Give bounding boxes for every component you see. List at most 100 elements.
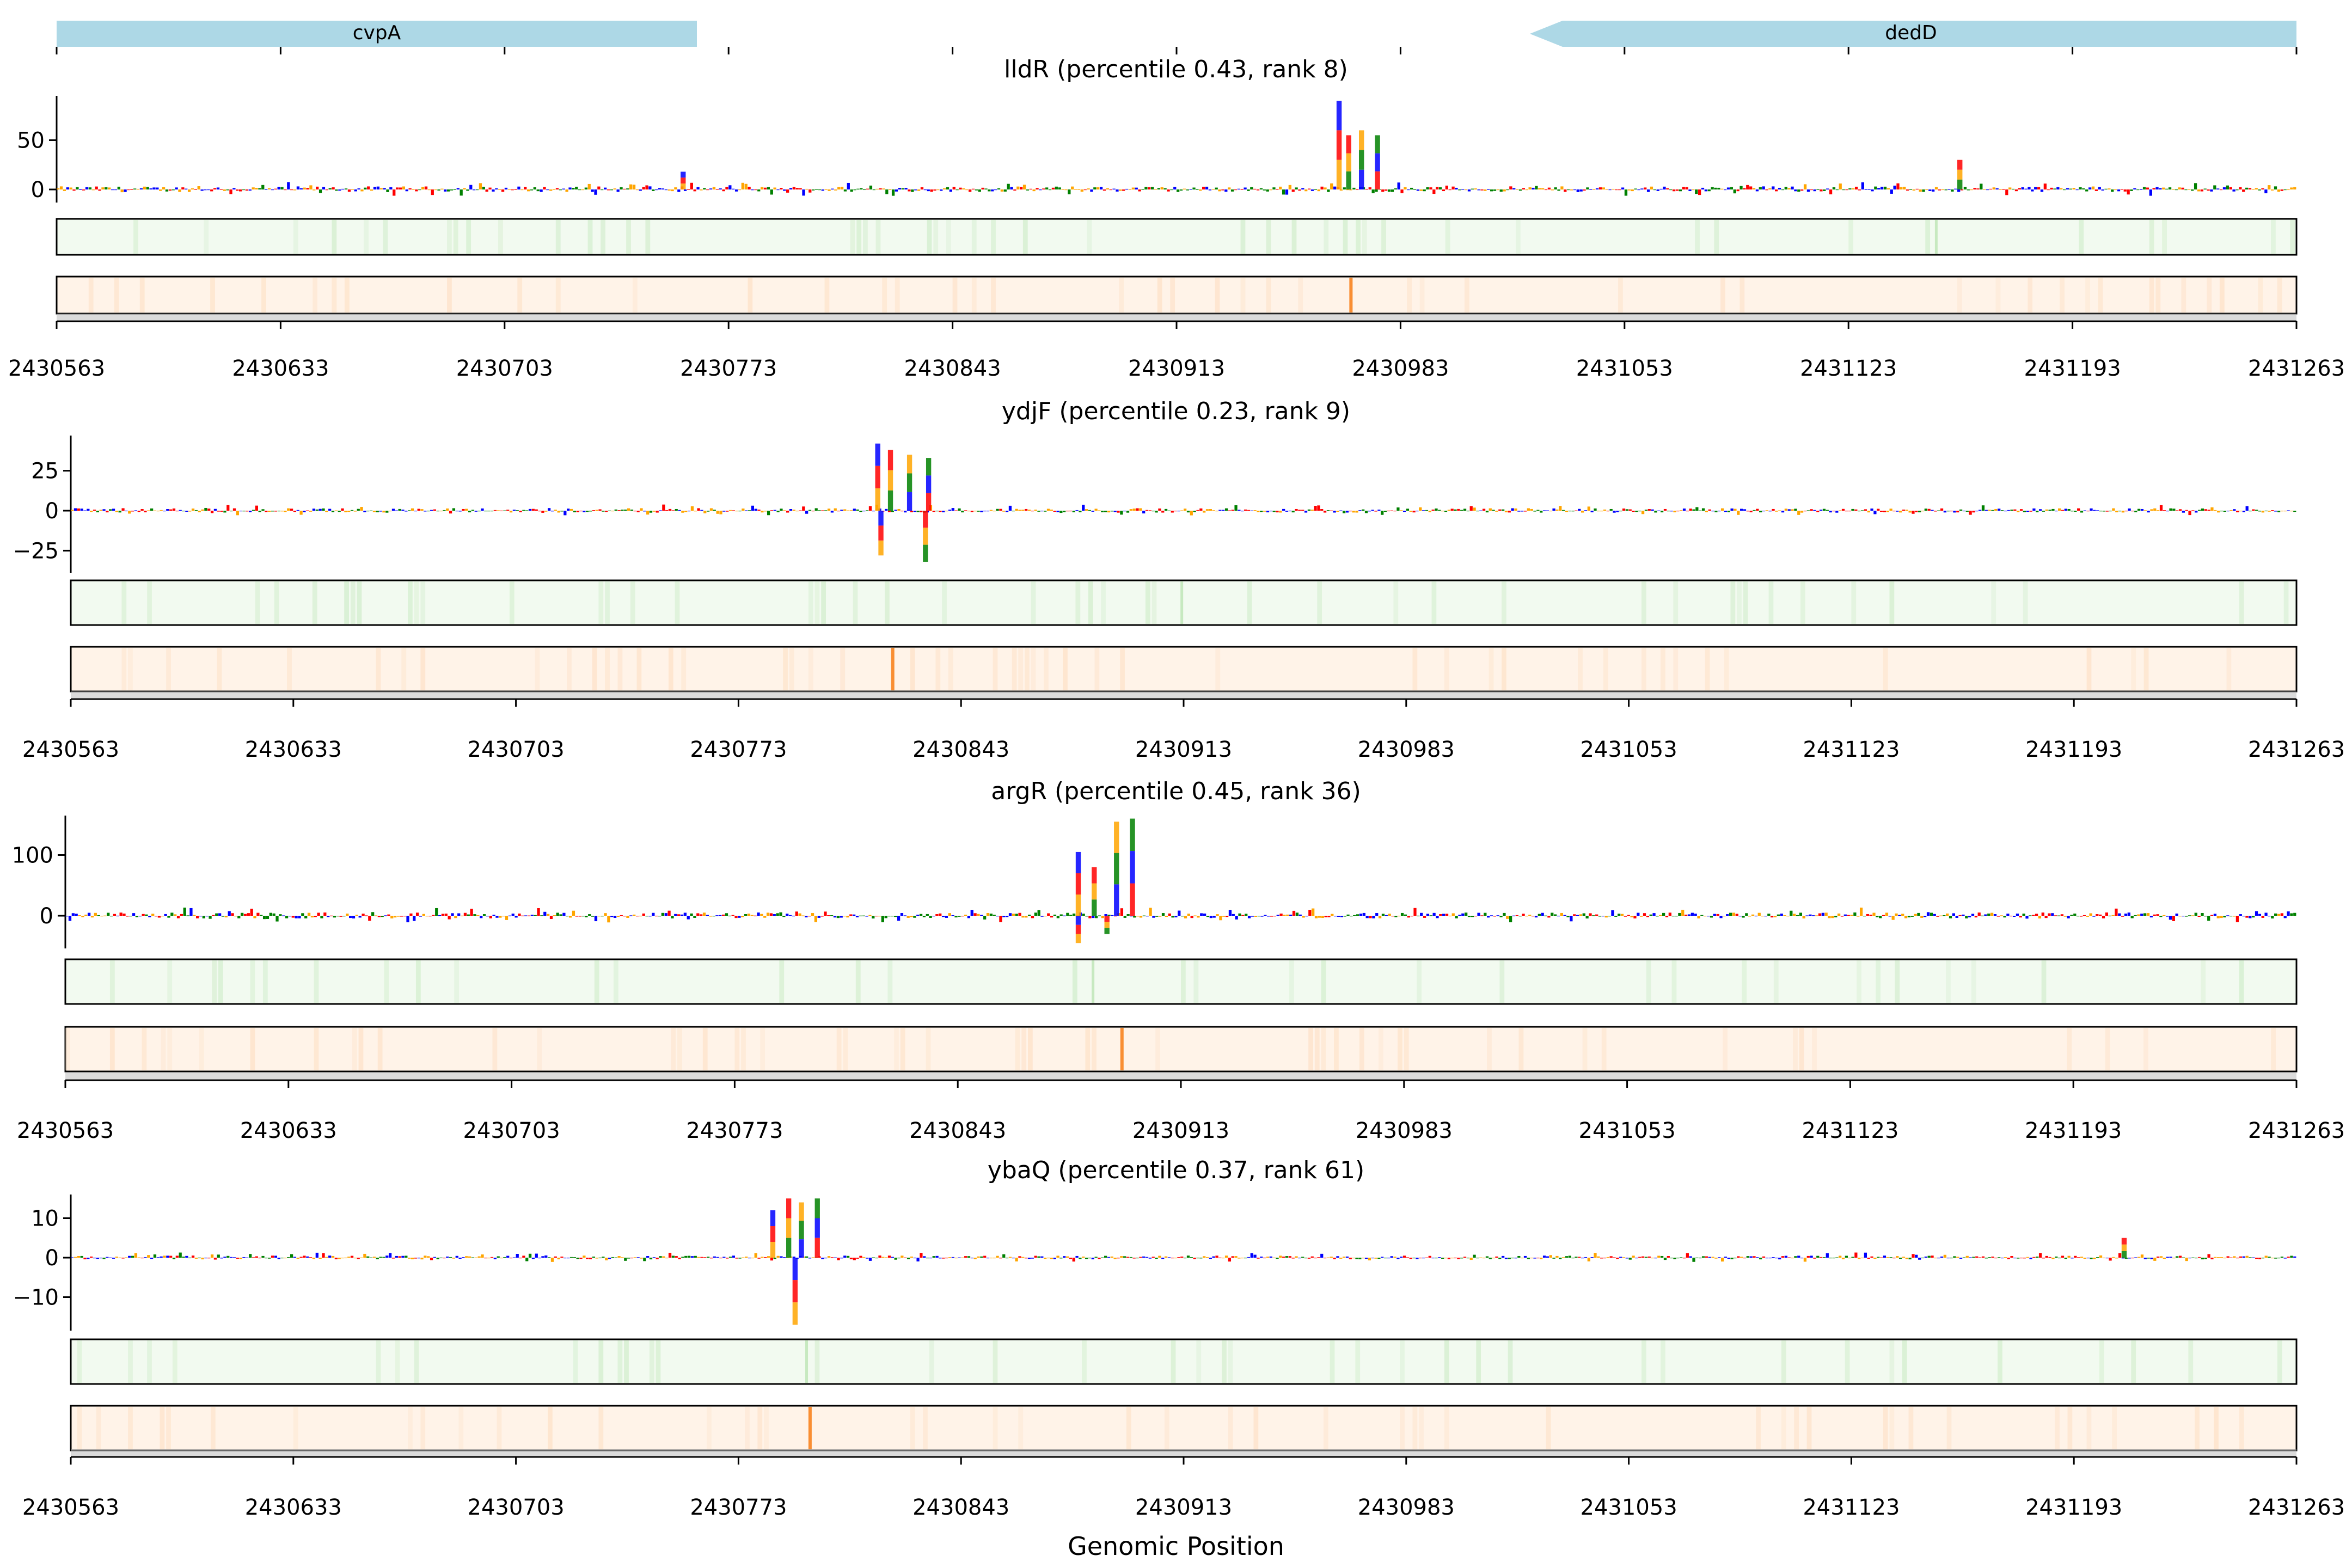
logo-letter xyxy=(1784,1255,1788,1258)
logo-letter xyxy=(792,1257,795,1258)
logo-letter xyxy=(853,914,856,916)
logo-letter xyxy=(2038,509,2042,511)
logo-letter xyxy=(1752,188,1756,189)
logo-letter xyxy=(830,511,834,513)
logo-letter xyxy=(2005,189,2008,195)
logo-letter xyxy=(776,511,780,512)
logo-letter xyxy=(697,508,700,511)
logo-letter xyxy=(789,509,793,511)
logo-letter xyxy=(2044,916,2048,918)
track-green-cell xyxy=(942,581,947,624)
track-green-cell xyxy=(1289,960,1294,1003)
logo-letter xyxy=(1707,189,1711,192)
logo-letter xyxy=(1651,509,1654,511)
logo-letter xyxy=(1021,916,1025,918)
track-orange-cell xyxy=(535,648,540,690)
track-orange-cell xyxy=(2060,278,2065,313)
logo-letter xyxy=(1352,187,1356,189)
logo-letter xyxy=(1148,187,1151,189)
logo-letter xyxy=(1851,1257,1854,1258)
logo-letter xyxy=(2048,1257,2051,1258)
logo-letter xyxy=(2146,913,2150,916)
logo-letter xyxy=(2274,186,2277,189)
logo-letter xyxy=(1496,189,1500,191)
track-green-cell xyxy=(929,1340,934,1383)
logo-letter xyxy=(735,1258,738,1259)
logo-letter xyxy=(1292,910,1296,916)
logo-letter xyxy=(71,913,75,916)
logo-letter xyxy=(335,189,338,191)
logo-letter xyxy=(2178,509,2182,511)
logo-letter xyxy=(1394,188,1397,189)
logo-letter xyxy=(134,510,138,511)
logo-letter xyxy=(243,914,247,916)
logo-letter xyxy=(1051,187,1055,189)
logo-letter xyxy=(1203,1256,1206,1258)
logo-letter xyxy=(668,509,672,511)
track-orange-cell xyxy=(2155,278,2161,313)
logo-letter xyxy=(376,1258,379,1259)
track-green-cell xyxy=(415,960,421,1003)
logo-letter xyxy=(1835,189,1839,191)
track-green-cell xyxy=(147,1340,152,1383)
logo-letter xyxy=(391,1258,395,1259)
logo-letter xyxy=(1426,187,1429,189)
logo-letter xyxy=(2223,511,2226,512)
logo-letter xyxy=(170,912,174,916)
track-green-cell xyxy=(420,581,426,624)
logo-letter xyxy=(443,510,446,511)
logo-letter xyxy=(293,189,297,191)
track-orange-cell xyxy=(1092,1028,1097,1070)
logo-letter xyxy=(887,1255,891,1258)
logo-letter xyxy=(1590,1257,1594,1258)
logo-letter xyxy=(1994,509,1998,511)
logo-letter xyxy=(662,504,665,511)
track-orange-cell xyxy=(1546,1407,1551,1449)
logo-letter xyxy=(780,509,783,511)
logo-letter xyxy=(757,1258,761,1259)
logo-letter xyxy=(232,188,236,189)
logo-letter xyxy=(202,916,206,918)
gene-track: cvpA dedD xyxy=(56,21,2298,54)
logo-letter xyxy=(344,511,347,512)
logo-letter xyxy=(1177,189,1180,192)
logo-letter xyxy=(1514,508,1517,511)
logo-letter xyxy=(862,1257,866,1258)
track-orange-cell xyxy=(1641,648,1646,690)
logo-letter xyxy=(1839,183,1842,189)
logo-letter xyxy=(1749,1256,1753,1258)
logo-letter xyxy=(690,182,693,189)
track-orange-cell xyxy=(1419,1407,1424,1449)
track-orange-cell xyxy=(840,648,846,690)
logo-letter xyxy=(1279,913,1283,916)
logo-letter xyxy=(176,916,180,918)
logo-letter xyxy=(2207,1254,2210,1258)
logo-letter xyxy=(1976,188,1980,189)
logo-letter xyxy=(1883,511,1886,512)
logo-letter xyxy=(157,916,161,918)
logo-letter xyxy=(390,916,394,918)
logo-letter xyxy=(1498,1258,1502,1259)
logo-letter xyxy=(1688,189,1692,191)
logo-letter xyxy=(1534,916,1538,918)
logo-letter xyxy=(636,1257,640,1258)
logo-peak-letter xyxy=(2121,1251,2127,1258)
logo-letter xyxy=(1477,189,1480,191)
logo-letter xyxy=(1920,916,1924,918)
logo-letter xyxy=(1778,1258,1781,1260)
track-orange-cell xyxy=(1883,648,1888,690)
logo-letter xyxy=(1088,510,1092,511)
logo-letter xyxy=(1186,189,1189,191)
logo-letter xyxy=(1400,1257,1403,1258)
logo-letter xyxy=(414,1258,417,1259)
logo-letter xyxy=(684,1255,688,1258)
logo-letter xyxy=(1592,189,1596,190)
logo-letter xyxy=(166,509,169,511)
track-orange-cell xyxy=(1021,1028,1027,1070)
logo-letter xyxy=(658,188,661,189)
logo-letter xyxy=(997,188,1001,189)
logo-letter xyxy=(697,1257,700,1258)
track-green-cell xyxy=(2149,220,2154,254)
logo-letter xyxy=(904,511,907,513)
logo-letter xyxy=(2067,916,2070,918)
